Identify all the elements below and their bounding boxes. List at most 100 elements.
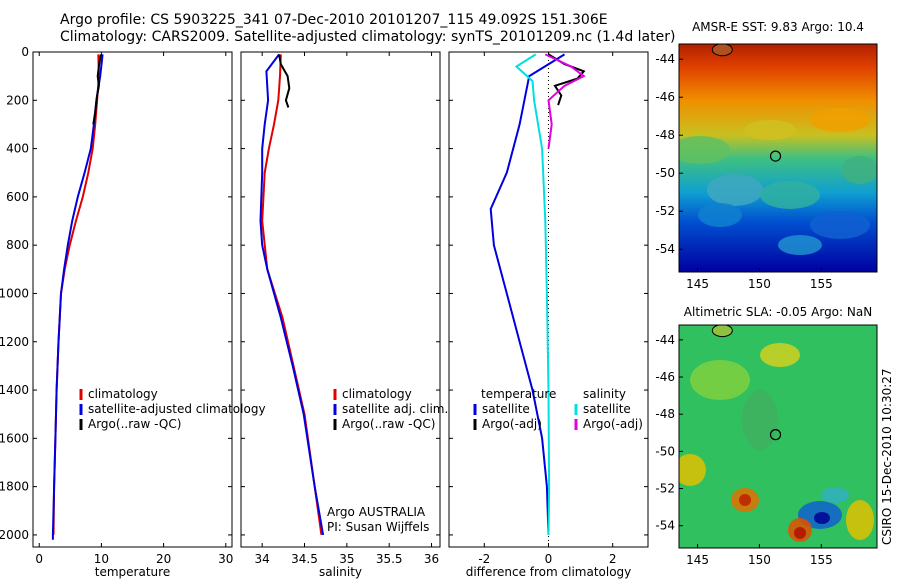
map-patch <box>739 494 751 506</box>
x-tick-label: 34.5 <box>291 552 318 566</box>
annotation-pi: PI: Susan Wijffels <box>327 520 429 534</box>
argo-location-marker <box>769 429 782 441</box>
legend-label: satellite-adjusted climatology <box>88 402 266 416</box>
y-tick-label: 400 <box>6 142 29 156</box>
y-tick-label: -48 <box>655 407 675 421</box>
figure-title-line1: Argo profile: CS 5903225_341 07-Dec-2010… <box>60 12 608 28</box>
legend-label: climatology <box>88 387 158 401</box>
y-tick-label: -54 <box>655 242 675 256</box>
y-tick-label: -46 <box>655 90 675 104</box>
map-patch <box>679 136 730 164</box>
y-tick-label: -46 <box>655 370 675 384</box>
x-tick-label: 0 <box>545 552 553 566</box>
annotation-institution: Argo AUSTRALIA <box>327 505 426 519</box>
legend-label: climatology <box>342 387 412 401</box>
map-patch <box>760 343 800 367</box>
series-line-4 <box>544 53 586 149</box>
map-title: AMSR-E SST: 9.83 Argo: 10.4 <box>692 20 864 34</box>
y-tick-label: 200 <box>6 93 29 107</box>
map-frame <box>678 43 878 273</box>
map-patch <box>679 454 706 486</box>
series-line-2 <box>259 53 325 536</box>
plot-frame <box>32 51 233 548</box>
credit-label: CSIRO 15-Dec-2010 10:30:27 <box>880 368 894 545</box>
x-tick-label: 30 <box>218 552 233 566</box>
x-tick-label: 145 <box>686 277 709 291</box>
y-tick-label: -44 <box>655 333 675 347</box>
map-title: Altimetric SLA: -0.05 Argo: NaN <box>684 305 872 319</box>
x-tick-label: 155 <box>810 553 833 567</box>
y-tick-label: -48 <box>655 128 675 142</box>
map-field <box>679 325 877 548</box>
y-tick-label: 1000 <box>0 286 29 300</box>
x-tick-label: 0 <box>35 552 43 566</box>
x-tick-label: 145 <box>686 553 709 567</box>
y-tick-label: 1600 <box>0 431 29 445</box>
x-tick-label: 20 <box>156 552 171 566</box>
map-patch <box>846 500 874 540</box>
legend-title-temperature: temperature <box>481 387 556 401</box>
y-tick-label: -54 <box>655 519 675 533</box>
legend-label: Argo(..raw -QC) <box>342 417 435 431</box>
map-patch <box>810 108 870 132</box>
y-tick-label: 800 <box>6 238 29 252</box>
y-tick-label: -52 <box>655 204 675 218</box>
legend-label: Argo(-adj) <box>482 417 542 431</box>
legend-title-salinity: salinity <box>583 387 626 401</box>
map-patch <box>814 512 830 524</box>
x-axis-label: temperature <box>95 565 170 579</box>
profile-panel-2: 34 34.5 35 35.5 36 salinity climatologysatelli… <box>240 51 448 579</box>
series-line-1 <box>489 53 566 535</box>
map-patch <box>794 527 806 539</box>
legend-label: satellite <box>583 402 631 416</box>
y-tick-label: 1200 <box>0 335 29 349</box>
x-tick-label: 36 <box>424 552 439 566</box>
x-tick-label: 150 <box>748 553 771 567</box>
y-tick-label: 0 <box>21 45 29 59</box>
x-tick-label: 34 <box>255 552 270 566</box>
x-tick-label: 150 <box>748 277 771 291</box>
x-tick-label: 2 <box>609 552 617 566</box>
map-patch <box>810 211 870 239</box>
legend-label: satellite adj. clim. <box>342 402 448 416</box>
map-patch <box>698 203 742 227</box>
series-line-1 <box>261 54 323 536</box>
map-patch <box>744 120 796 140</box>
plot-frame <box>240 51 441 548</box>
x-tick-label: 155 <box>810 277 833 291</box>
map-patch <box>821 487 849 503</box>
map-patch <box>690 360 750 400</box>
y-tick-label: -50 <box>655 444 675 458</box>
map-patch <box>760 181 820 209</box>
y-tick-label: 1400 <box>0 383 29 397</box>
y-tick-label: 1800 <box>0 480 29 494</box>
map-patch <box>742 390 778 450</box>
legend-label: satellite <box>482 402 530 416</box>
legend-label: Argo(..raw -QC) <box>88 417 181 431</box>
y-tick-label: 600 <box>6 190 29 204</box>
y-tick-label: -44 <box>655 52 675 66</box>
x-tick-label: 10 <box>94 552 109 566</box>
series-line-3 <box>92 54 102 125</box>
argo-location-marker <box>769 150 782 162</box>
map-patch <box>778 235 822 255</box>
sla-map: Altimetric SLA: -0.05 Argo: NaN 145 150 155… <box>655 305 878 567</box>
map-field <box>679 44 877 272</box>
sst-map: AMSR-E SST: 9.83 Argo: 10.4 145 150 155 -44 -… <box>655 20 878 291</box>
y-tick-label: -52 <box>655 482 675 496</box>
y-tick-label: -50 <box>655 166 675 180</box>
x-tick-label: 35 <box>339 552 354 566</box>
figure-title-line2: Climatology: CARS2009. Satellite-adjuste… <box>60 29 676 45</box>
x-tick-label: 35.5 <box>376 552 403 566</box>
profile-panel-1: 0 200 400 600 800 1000 1200 1400 1600 1800 2000 0 10… <box>0 45 266 579</box>
x-axis-label: difference from climatology <box>466 565 632 579</box>
map-patch <box>842 156 877 184</box>
legend-label: Argo(-adj) <box>583 417 643 431</box>
series-line-3 <box>278 54 291 108</box>
y-tick-label: 2000 <box>0 528 29 542</box>
coastline <box>711 325 733 338</box>
coastline <box>711 44 733 57</box>
series-line-3 <box>514 53 551 535</box>
